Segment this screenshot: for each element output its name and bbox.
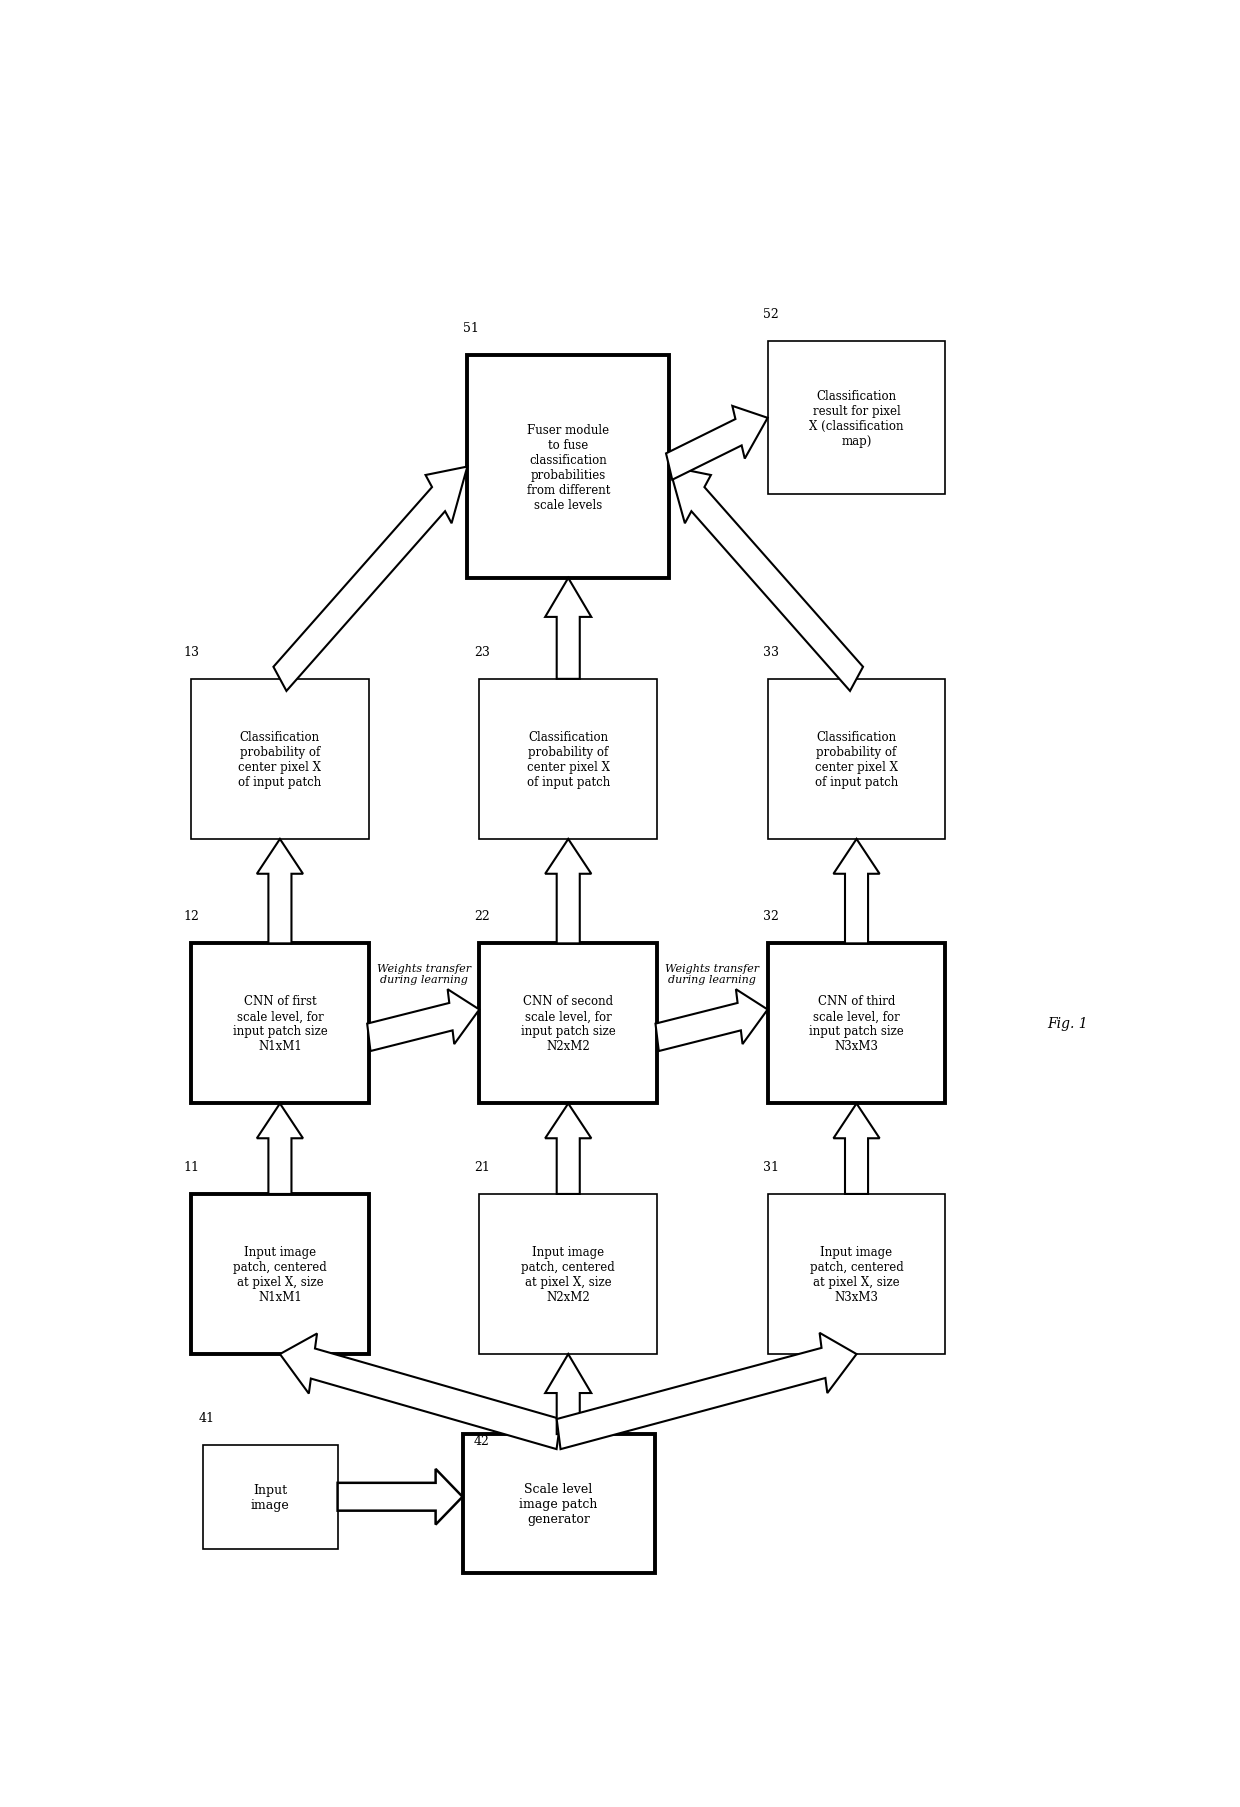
Text: 23: 23 [475, 645, 490, 658]
Polygon shape [337, 1469, 463, 1525]
FancyBboxPatch shape [480, 943, 657, 1104]
Text: 31: 31 [763, 1160, 779, 1173]
Text: 41: 41 [198, 1411, 215, 1424]
Text: Input
image: Input image [250, 1484, 290, 1511]
Polygon shape [367, 990, 480, 1052]
Polygon shape [546, 1353, 591, 1435]
FancyBboxPatch shape [768, 342, 945, 495]
Text: 33: 33 [763, 645, 779, 658]
Polygon shape [280, 1334, 560, 1449]
FancyBboxPatch shape [768, 679, 945, 840]
Polygon shape [670, 468, 863, 692]
Text: Classification
probability of
center pixel X
of input patch: Classification probability of center pix… [527, 730, 610, 788]
Polygon shape [257, 1104, 303, 1194]
Text: Input image
patch, centered
at pixel X, size
N1xM1: Input image patch, centered at pixel X, … [233, 1245, 327, 1303]
FancyBboxPatch shape [463, 1435, 655, 1574]
Text: 21: 21 [475, 1160, 490, 1173]
Text: CNN of third
scale level, for
input patch size
N3xM3: CNN of third scale level, for input patc… [810, 996, 904, 1053]
Text: 51: 51 [463, 322, 479, 334]
Text: Classification
result for pixel
X (classification
map): Classification result for pixel X (class… [810, 390, 904, 448]
Text: Classification
probability of
center pixel X
of input patch: Classification probability of center pix… [238, 730, 321, 788]
FancyBboxPatch shape [768, 1194, 945, 1353]
Polygon shape [257, 840, 303, 943]
Polygon shape [546, 840, 591, 943]
Polygon shape [557, 1334, 857, 1449]
FancyBboxPatch shape [191, 679, 368, 840]
FancyBboxPatch shape [203, 1446, 337, 1549]
FancyBboxPatch shape [480, 1194, 657, 1353]
Text: Input image
patch, centered
at pixel X, size
N2xM2: Input image patch, centered at pixel X, … [521, 1245, 615, 1303]
Text: 32: 32 [763, 911, 779, 923]
FancyBboxPatch shape [191, 1194, 368, 1353]
FancyBboxPatch shape [768, 943, 945, 1104]
Text: 11: 11 [184, 1160, 200, 1173]
FancyBboxPatch shape [467, 356, 670, 578]
Text: 42: 42 [474, 1433, 490, 1447]
Polygon shape [546, 578, 591, 679]
Text: CNN of first
scale level, for
input patch size
N1xM1: CNN of first scale level, for input patc… [233, 996, 327, 1053]
Text: 12: 12 [184, 911, 200, 923]
Polygon shape [833, 840, 879, 943]
Text: 22: 22 [475, 911, 490, 923]
Polygon shape [546, 1104, 591, 1194]
Text: 13: 13 [184, 645, 200, 658]
Text: Fig. 1: Fig. 1 [1048, 1017, 1089, 1030]
Text: CNN of second
scale level, for
input patch size
N2xM2: CNN of second scale level, for input pat… [521, 996, 615, 1053]
Polygon shape [656, 990, 768, 1052]
Polygon shape [833, 1104, 879, 1194]
FancyBboxPatch shape [191, 943, 368, 1104]
Text: Fuser module
to fuse
classification
probabilities
from different
scale levels: Fuser module to fuse classification prob… [527, 423, 610, 511]
Text: Classification
probability of
center pixel X
of input patch: Classification probability of center pix… [815, 730, 898, 788]
Text: Weights transfer
during learning: Weights transfer during learning [377, 963, 471, 985]
Text: Scale level
image patch
generator: Scale level image patch generator [520, 1482, 598, 1525]
Text: Input image
patch, centered
at pixel X, size
N3xM3: Input image patch, centered at pixel X, … [810, 1245, 904, 1303]
Text: Weights transfer
during learning: Weights transfer during learning [666, 963, 759, 985]
Polygon shape [273, 468, 467, 692]
Text: 52: 52 [763, 309, 779, 322]
Polygon shape [666, 407, 768, 481]
FancyBboxPatch shape [480, 679, 657, 840]
